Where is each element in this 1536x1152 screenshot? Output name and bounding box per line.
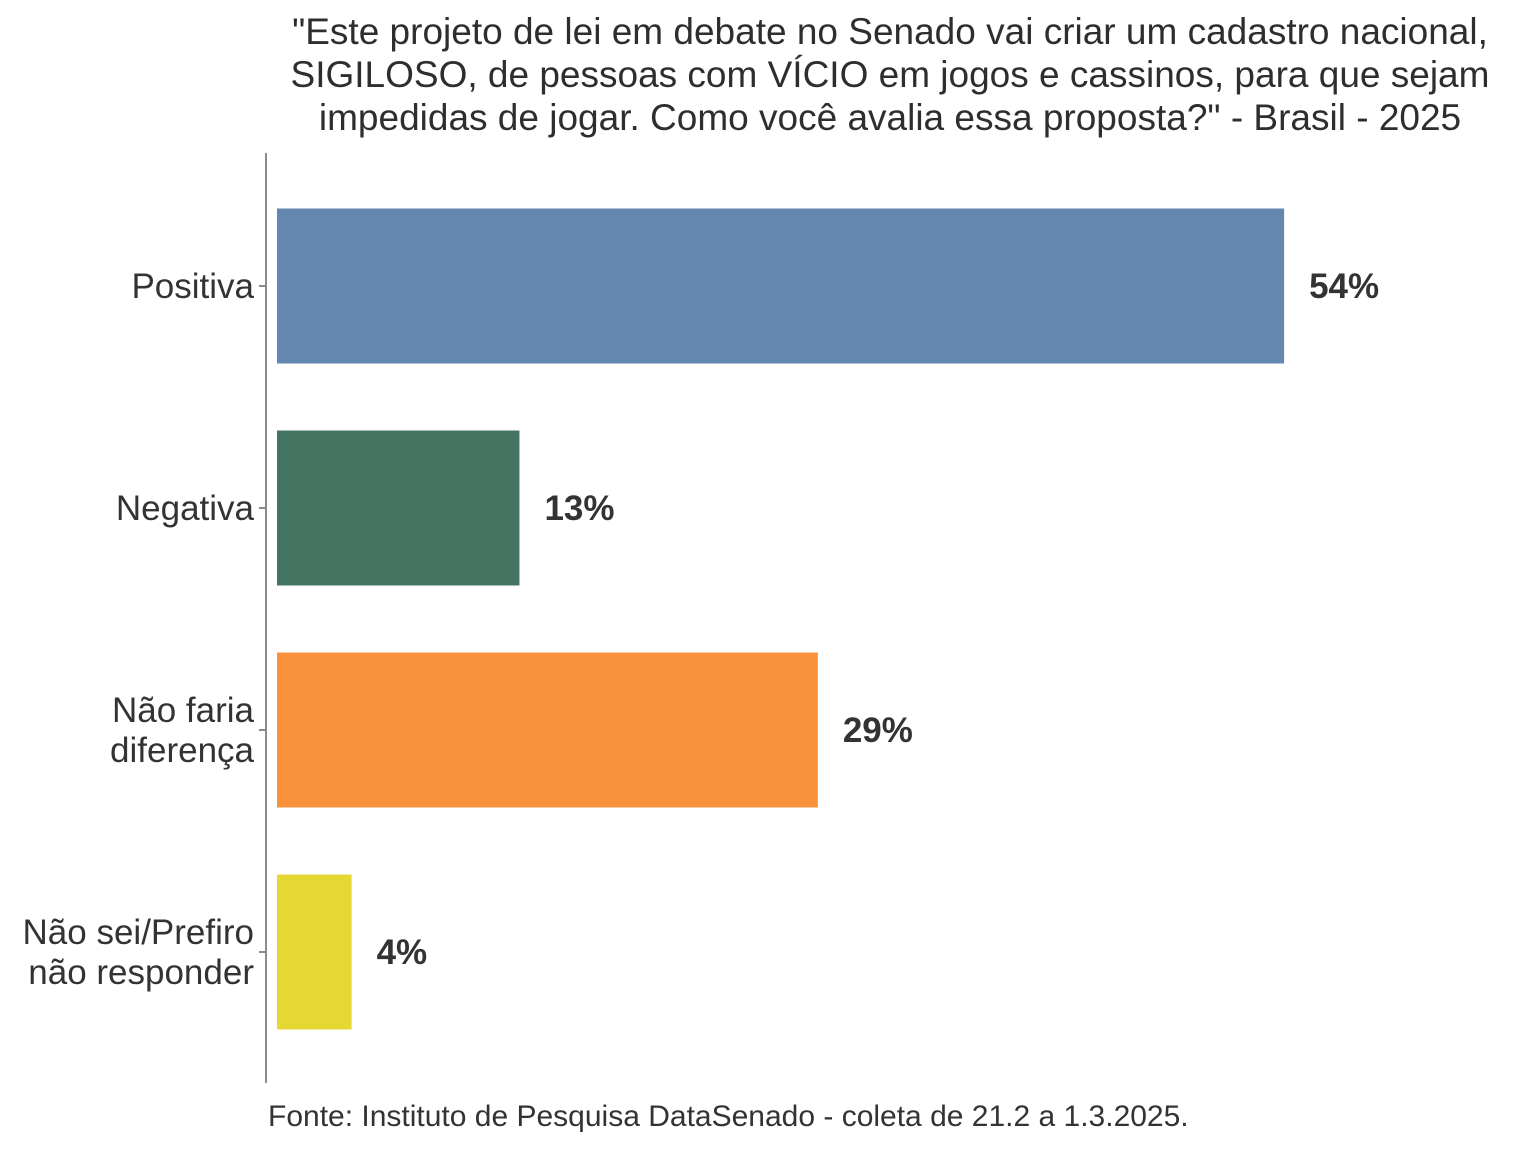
- chart-caption: Fonte: Instituto de Pesquisa DataSenado …: [268, 1100, 1189, 1133]
- value-label: 54%: [1309, 267, 1379, 306]
- value-label: 13%: [544, 489, 614, 528]
- category-label: Negativa: [116, 489, 255, 528]
- bar: [277, 430, 520, 586]
- value-label: 29%: [843, 711, 913, 750]
- category-label: Não sei/Prefiro: [23, 913, 254, 952]
- value-label: 4%: [377, 933, 428, 972]
- category-label: Positiva: [131, 267, 254, 306]
- category-label: diferença: [110, 731, 255, 770]
- bar: [277, 874, 352, 1030]
- category-label: Não faria: [112, 691, 255, 730]
- chart-title-line-2: SIGILOSO, de pessoas com VÍCIO em jogos …: [290, 54, 1490, 95]
- bar: [277, 652, 818, 808]
- chart-title-line-1: "Este projeto de lei em debate no Senado…: [292, 11, 1488, 52]
- bar: [277, 208, 1285, 364]
- chart-title: "Este projeto de lei em debate no Senado…: [240, 10, 1536, 139]
- category-label: não responder: [28, 953, 254, 992]
- chart-title-line-3: impedidas de jogar. Como você avalia ess…: [318, 97, 1462, 138]
